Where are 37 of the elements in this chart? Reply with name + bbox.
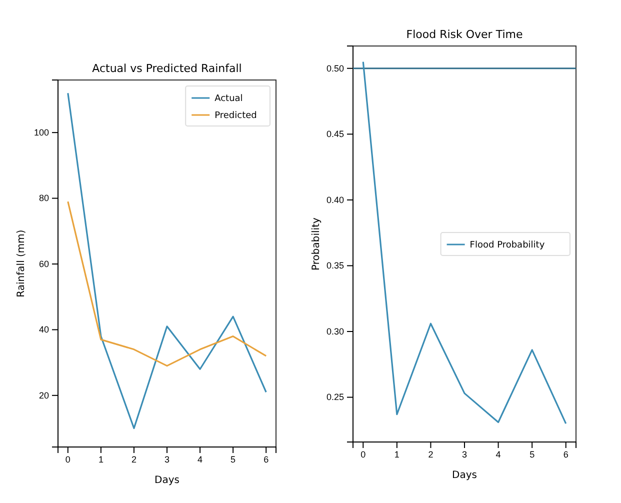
chart-title: Actual vs Predicted Rainfall xyxy=(92,62,242,75)
y-tick-label: 100 xyxy=(34,127,49,138)
line-series xyxy=(362,60,567,424)
legend-label: Predicted xyxy=(214,111,257,121)
legend-label: Actual xyxy=(214,94,243,104)
y-tick-label: 40 xyxy=(38,324,49,335)
x-axis-title: Days xyxy=(154,475,180,486)
y-axis-title: Rainfall (mm) xyxy=(16,230,27,298)
line-series xyxy=(67,92,267,430)
y-tick-label: 20 xyxy=(38,390,49,400)
x-tick-label: 4 xyxy=(496,449,501,460)
x-tick-label: 1 xyxy=(98,454,104,464)
chart-title: Flood Risk Over Time xyxy=(406,28,523,41)
y-axis-title: Probability xyxy=(311,217,322,270)
x-tick-label: 0 xyxy=(360,449,366,460)
line-series xyxy=(67,200,267,367)
y-tick-label: 0.45 xyxy=(326,129,344,140)
y-tick-label: 0.30 xyxy=(326,326,344,336)
y-tick-label: 0.35 xyxy=(326,260,344,271)
y-tick-label: 0.25 xyxy=(326,392,344,402)
y-tick-label: 60 xyxy=(38,258,49,269)
x-tick-label: 0 xyxy=(65,454,70,464)
x-tick-label: 3 xyxy=(462,449,468,460)
y-tick-label: 0.50 xyxy=(326,63,344,74)
x-tick-label: 1 xyxy=(394,449,400,460)
x-tick-label: 5 xyxy=(530,449,535,460)
legend-label: Flood Probability xyxy=(470,240,546,250)
x-tick-label: 6 xyxy=(563,449,568,460)
x-tick-label: 2 xyxy=(131,454,136,464)
y-tick-label: 0.40 xyxy=(326,194,344,205)
x-tick-label: 2 xyxy=(428,449,434,460)
x-tick-label: 4 xyxy=(198,454,203,464)
x-tick-label: 6 xyxy=(264,454,269,464)
x-tick-label: 3 xyxy=(164,454,170,464)
y-tick-label: 80 xyxy=(38,193,49,204)
x-axis-title: Days xyxy=(452,470,477,481)
x-tick-label: 5 xyxy=(230,454,236,464)
